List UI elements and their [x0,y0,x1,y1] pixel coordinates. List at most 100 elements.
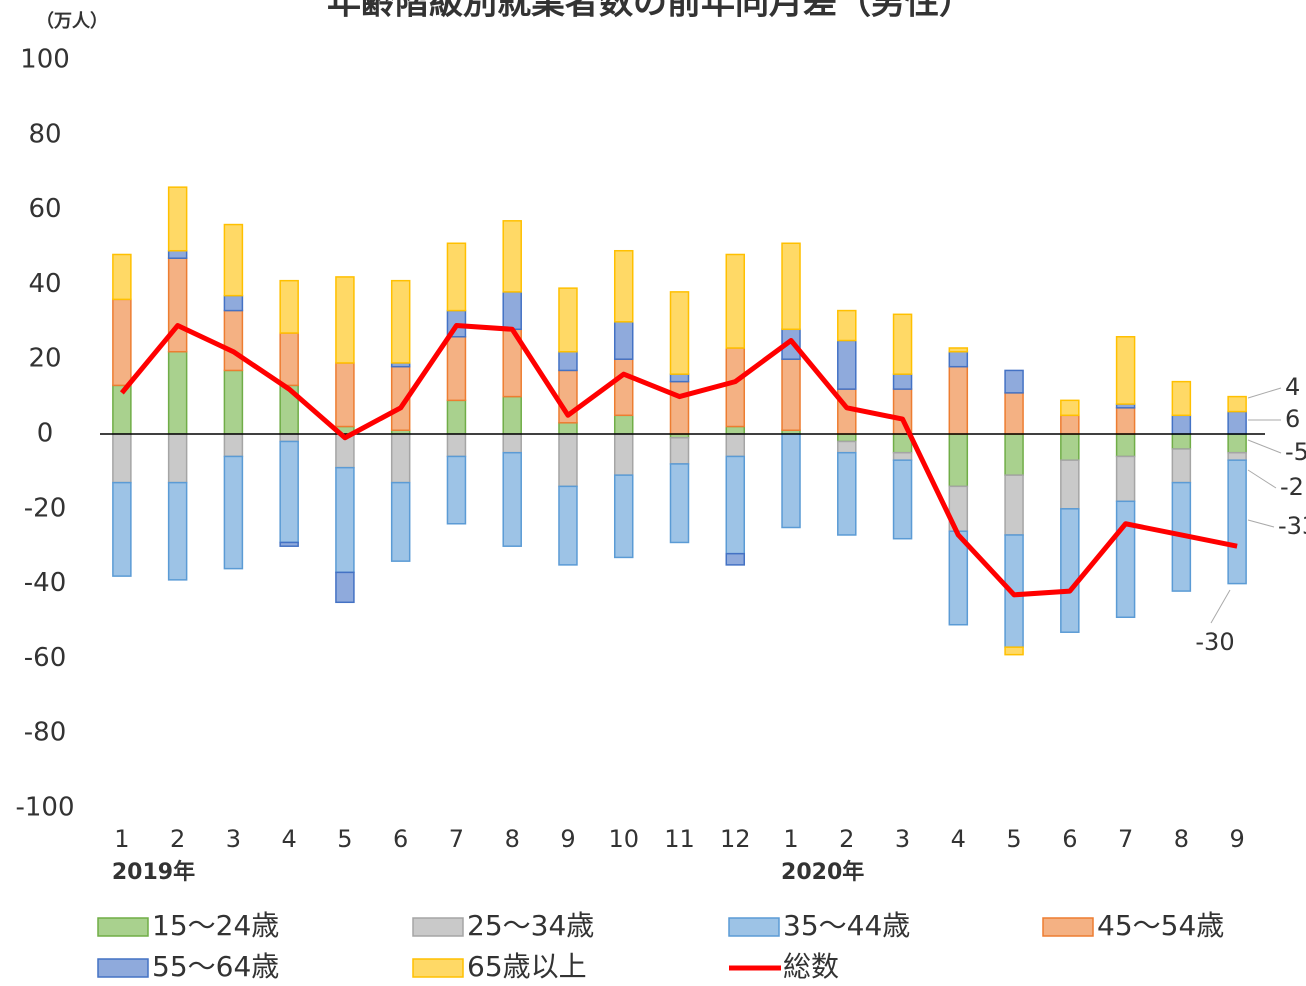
bar-segment [1004,433,1024,476]
legend-swatch [728,917,780,937]
bar-segment [558,485,578,566]
x-tick-label: 11 [664,825,695,853]
bar-segment [1171,448,1192,484]
bar-segment [335,466,355,574]
total-line [119,323,1238,598]
legend-label: 45〜54歳 [1097,909,1224,942]
legend-swatch [97,958,149,978]
y-tick-label: -80 [24,718,66,748]
bar-segment [112,298,132,387]
bar-segment [725,433,746,458]
bar-segment [781,358,801,432]
bar-segment [502,291,522,331]
bar-segment [613,249,634,323]
bar-segment [335,276,355,364]
x-tick-label: 1 [114,825,129,853]
bar-segment [1115,407,1136,435]
bar-segment [669,373,690,383]
bar-segment [892,459,913,540]
x-tick-label: 7 [449,825,464,853]
data-label: 6 [1285,405,1300,433]
bar-segment [335,571,355,604]
bar-segment [223,369,244,435]
bar-segment [279,332,299,387]
legend-label: 55〜64歳 [152,950,279,983]
y-tick-label: -40 [24,568,66,598]
y-tick-label: 20 [28,344,61,374]
data-label: -5 [1285,438,1306,466]
legend-label: 15〜24歳 [152,909,279,942]
x-tick-label: 2 [170,825,185,853]
bar-segment [390,481,411,562]
label-leader [1247,469,1277,489]
bar-segment [1115,336,1136,405]
bar-segment [167,249,188,259]
bar-segment [725,552,746,566]
bar-segment [837,440,857,454]
bar-segment [892,313,913,375]
bar-segment [948,347,969,353]
bar-segment [781,242,801,331]
bar-segment [1060,508,1080,633]
x-tick-label: 5 [337,825,352,853]
x-tick-label: 7 [1118,825,1133,853]
label-leader [1247,519,1275,528]
bar-segment [446,336,467,402]
x-tick-label: 4 [282,825,297,853]
bar-segment [837,339,857,390]
x-tick-label: 5 [1006,825,1021,853]
bar-segment [613,474,634,559]
bar-segment [558,433,578,488]
year-label: 2019年 [112,859,195,885]
bar-segment [1115,455,1136,503]
data-label: 4 [1285,373,1300,401]
bar-segment [1004,369,1024,394]
x-tick-label: 6 [393,825,408,853]
bar-segment [167,481,188,581]
bar-segment [892,451,913,461]
bar-segment [335,362,355,428]
bar-segment [558,422,578,435]
bar-segment [446,242,467,312]
bar-segment [1004,474,1024,536]
bar-segment [112,481,132,577]
x-tick-label: 12 [720,825,751,853]
bar-segment [1227,410,1247,435]
bar-segment [558,287,578,353]
bar-segment [837,309,857,342]
y-tick-label: 100 [20,45,70,75]
bar-segment [1171,433,1192,450]
bar-segment [1227,433,1247,454]
bar-segment [669,380,690,435]
bar-segment [837,433,857,443]
bar-segment [223,455,244,570]
bar-segment [167,186,188,252]
bar-segment [948,433,969,488]
x-tick-label: 10 [608,825,639,853]
y-unit: （万人） [36,11,108,32]
bar-segment [1060,433,1080,461]
label-leader [1210,589,1231,624]
bar-segment [1171,414,1192,435]
bar-segment [948,365,969,435]
bar-segment [446,399,467,435]
bar-segment [948,350,969,368]
bar-segment [837,451,857,536]
bar-segment [725,347,746,428]
legend-swatch [97,917,149,937]
bar-segment [279,541,299,547]
bar-segment [279,433,299,443]
bar-segment [502,433,522,454]
bar-segment [1115,500,1136,619]
y-tick-label: -20 [24,493,66,523]
year-label: 2020年 [781,859,864,885]
x-tick-label: 9 [1229,825,1244,853]
bar-segment [558,350,578,372]
bar-segment [502,395,522,435]
bar-segment [1227,459,1247,585]
legend-label: 総数 [783,950,839,983]
legend-label: 65歳以上 [467,950,587,983]
bar-segment [1060,414,1080,435]
data-label: -30 [1195,628,1234,656]
